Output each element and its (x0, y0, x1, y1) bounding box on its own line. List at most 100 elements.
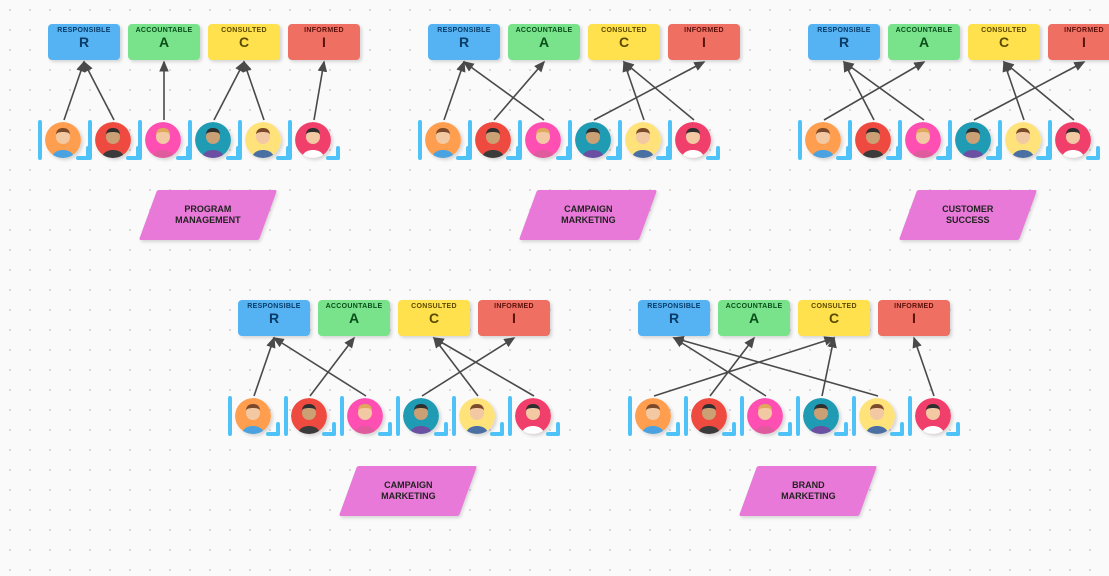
raci-box-i: INFORMED I (1048, 24, 1109, 60)
bracket-left (568, 120, 572, 160)
plaque-label: BRANDMARKETING (781, 480, 836, 502)
bracket-left (284, 396, 288, 436)
raci-box-r: RESPONSIBLE R (638, 300, 710, 336)
avatar-0 (422, 120, 466, 160)
bracket-left (848, 120, 852, 160)
raci-letter: I (668, 35, 740, 49)
avatar-1 (92, 120, 136, 160)
bracket-left (898, 120, 902, 160)
bracket-left (798, 120, 802, 160)
bracket-left (418, 120, 422, 160)
raci-letter: A (128, 35, 200, 49)
raci-label: INFORMED (668, 27, 740, 34)
avatar-3 (952, 120, 996, 160)
arrow-brand-marketing-1-A (710, 338, 754, 396)
avatar-icon (747, 398, 783, 434)
avatar-icon (955, 122, 991, 158)
arrow-program-management-1-R (84, 62, 114, 120)
arrow-campaign-marketing-bottom-4-C (434, 338, 478, 396)
raci-box-r: RESPONSIBLE R (428, 24, 500, 60)
raci-box-c: CONSULTED C (588, 24, 660, 60)
raci-box-i: INFORMED I (288, 24, 360, 60)
raci-letter: C (798, 311, 870, 325)
raci-letter: R (428, 35, 500, 49)
avatar-icon (635, 398, 671, 434)
raci-box-c: CONSULTED C (398, 300, 470, 336)
arrow-campaign-marketing-bottom-0-R (254, 338, 274, 396)
plaque-label: PROGRAMMANAGEMENT (175, 204, 241, 226)
avatar-icon (691, 398, 727, 434)
arrow-campaign-marketing-top-0-R (444, 62, 464, 120)
bracket-left (88, 120, 92, 160)
avatar-2 (142, 120, 186, 160)
raci-label: RESPONSIBLE (808, 27, 880, 34)
avatar-3 (400, 396, 444, 436)
avatar-icon (245, 122, 281, 158)
arrow-brand-marketing-2-R (674, 338, 766, 396)
raci-letter: A (888, 35, 960, 49)
bracket-left (138, 120, 142, 160)
arrow-campaign-marketing-bottom-3-I (422, 338, 514, 396)
avatar-2 (522, 120, 566, 160)
bracket-left (628, 396, 632, 436)
raci-label: CONSULTED (798, 303, 870, 310)
avatar-3 (192, 120, 236, 160)
bracket-left (796, 396, 800, 436)
raci-label: INFORMED (878, 303, 950, 310)
bracket-left (452, 396, 456, 436)
raci-label: RESPONSIBLE (428, 27, 500, 34)
arrow-program-management-4-C (244, 62, 264, 120)
avatar-4 (856, 396, 900, 436)
avatar-icon (575, 122, 611, 158)
raci-letter: A (508, 35, 580, 49)
raci-letter: I (878, 311, 950, 325)
raci-label: ACCOUNTABLE (888, 27, 960, 34)
bracket-right (788, 422, 792, 436)
avatar-icon (855, 122, 891, 158)
raci-letter: C (208, 35, 280, 49)
avatar-0 (802, 120, 846, 160)
raci-letter: R (638, 311, 710, 325)
bracket-left (238, 120, 242, 160)
avatar-0 (232, 396, 276, 436)
bracket-right (444, 422, 448, 436)
plaque-label: CAMPAIGNMARKETING (561, 204, 616, 226)
avatar-4 (242, 120, 286, 160)
raci-letter: I (1048, 35, 1109, 49)
avatar-4 (456, 396, 500, 436)
raci-letter: C (588, 35, 660, 49)
arrow-campaign-marketing-top-5-C (624, 62, 694, 120)
avatar-icon (525, 122, 561, 158)
plaque-label: CUSTOMERSUCCESS (942, 204, 993, 226)
avatar-icon (675, 122, 711, 158)
avatar-5 (1052, 120, 1096, 160)
avatar-icon (1055, 122, 1091, 158)
arrow-brand-marketing-4-R (674, 338, 878, 396)
avatar-5 (672, 120, 716, 160)
raci-letter: C (968, 35, 1040, 49)
bracket-left (998, 120, 1002, 160)
avatar-2 (902, 120, 946, 160)
arrow-campaign-marketing-bottom-1-A (310, 338, 354, 396)
arrow-program-management-3-C (214, 62, 244, 120)
plaque-program-management: PROGRAMMANAGEMENT (139, 190, 277, 240)
bracket-right (732, 422, 736, 436)
bracket-right (1096, 146, 1100, 160)
arrow-campaign-marketing-top-3-I (594, 62, 704, 120)
arrow-campaign-marketing-top-4-C (624, 62, 644, 120)
raci-label: CONSULTED (398, 303, 470, 310)
avatar-5 (912, 396, 956, 436)
avatar-2 (744, 396, 788, 436)
arrow-campaign-marketing-bottom-2-R (274, 338, 366, 396)
diagram-canvas: RESPONSIBLE R ACCOUNTABLE A CONSULTED C INF… (0, 0, 1109, 576)
avatar-icon (459, 398, 495, 434)
bracket-left (38, 120, 42, 160)
plaque-campaign-marketing-bottom: CAMPAIGNMARKETING (339, 466, 477, 516)
avatar-icon (95, 122, 131, 158)
bracket-left (948, 120, 952, 160)
avatar-icon (515, 398, 551, 434)
bracket-left (1048, 120, 1052, 160)
avatar-icon (1005, 122, 1041, 158)
bracket-right (276, 422, 280, 436)
bracket-left (618, 120, 622, 160)
